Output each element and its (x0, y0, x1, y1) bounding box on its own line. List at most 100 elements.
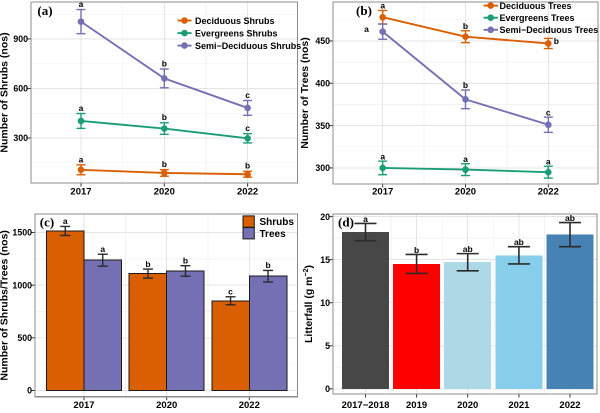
series-trees (83, 253, 288, 391)
y-tick-label: 20 (320, 212, 330, 222)
panel-b: 300 350 400 450 2017 2020 2022 Number of Trees … (299, 1, 599, 198)
y-tick-label: 1000 (12, 280, 32, 290)
panel-label: (c) (40, 215, 54, 230)
x-tick-label: 2017 (73, 400, 94, 411)
sig-letter: a (363, 214, 368, 224)
bar (546, 234, 594, 389)
sig-letter: b (183, 256, 188, 266)
panel-border (332, 213, 598, 395)
legend-label: Deciduous Shrubs (195, 16, 275, 26)
bar (83, 259, 122, 391)
legend-key-point (181, 17, 188, 24)
panel-a: 300 600 900 2017 2020 2022 Number of Shrubs (n… (0, 0, 301, 198)
y-tick-label: 300 (315, 163, 330, 173)
series-evergreens-shrubs (76, 112, 253, 144)
data-point (379, 164, 387, 172)
sig-letter: b (245, 161, 250, 171)
sig-letter: b (162, 159, 167, 169)
panel-border (30, 1, 299, 184)
sig-letter: b (463, 21, 468, 31)
legend-label: Shrubs (260, 217, 295, 228)
series-semi-deciduous-shrubs (76, 8, 253, 117)
sig-letter: c (245, 123, 250, 133)
sig-letter: b (162, 112, 167, 122)
data-point (161, 75, 168, 82)
x-tick-label: 2019 (406, 400, 427, 411)
series-deciduous-shrubs (76, 164, 253, 178)
data-point (244, 170, 251, 178)
y-tick-label: 1500 (12, 228, 32, 238)
x-tick-label: 2022 (237, 187, 258, 198)
legend-key-point (487, 2, 495, 9)
sig-letter: a (79, 103, 84, 113)
y-tick-label: 0 (325, 384, 330, 394)
y-axis-title: Litterfall (g m−2) (303, 265, 315, 343)
x-tick-label: 2021 (508, 400, 530, 411)
sig-letter: c (546, 107, 551, 117)
legend-key-swatch (242, 215, 255, 228)
panel-label: (d) (338, 215, 354, 230)
legend-key-point (181, 29, 188, 37)
legend-label: Evergreens Trees (500, 13, 575, 23)
panel-d: 0 5 10 15 20 2017−2018 2019 2020 2021 2022 Litterf… (303, 212, 598, 411)
legend-key-point (181, 42, 188, 49)
legend-label: Evergreens Shrubs (195, 28, 278, 38)
legend-key-point (487, 26, 495, 34)
sig-letter: a (380, 1, 385, 11)
data-point (244, 104, 251, 112)
y-tick-label: 350 (315, 121, 330, 131)
sig-letter: a (63, 216, 68, 226)
sig-letter: b (265, 260, 270, 270)
sig-letter: c (245, 90, 250, 100)
x-tick-label: 2020 (156, 400, 177, 411)
bar (46, 230, 85, 391)
sig-letter: a (79, 0, 84, 9)
sig-letter: a (546, 156, 551, 166)
legend-label: Deciduous Trees (500, 1, 572, 11)
y-axis-title: Number of Shrubs/Trees (nos) (0, 230, 11, 381)
y-tick-label: 500 (17, 333, 32, 343)
data-point (545, 40, 552, 47)
sig-letter: ab (463, 244, 473, 254)
x-tick-label: 2017 (70, 187, 91, 198)
panel-label: (a) (37, 3, 52, 18)
data-point (161, 169, 168, 177)
sig-letter: c (228, 287, 233, 297)
legend-label: Trees (260, 229, 287, 240)
y-tick-label: 600 (13, 84, 28, 94)
y-axis-title: Number of Trees (nos) (299, 37, 311, 148)
sig-letter: b (554, 36, 559, 46)
x-tick-label: 2022 (239, 400, 260, 411)
y-tick-label: 900 (13, 34, 28, 44)
y-tick-label: 10 (320, 298, 330, 308)
y-tick-label: 300 (13, 133, 28, 143)
data-point (462, 166, 469, 173)
y-tick-label: 450 (315, 36, 330, 46)
data-point (379, 13, 387, 21)
sig-letter: ab (514, 237, 524, 247)
data-point (244, 134, 251, 142)
sig-letter: b (162, 58, 167, 68)
data-point (77, 117, 85, 125)
y-tick-label: 0 (27, 386, 32, 396)
bar (211, 300, 250, 391)
panel-border (34, 213, 299, 398)
bar (495, 255, 543, 389)
y-tick-label: 400 (315, 78, 330, 88)
data-point (462, 96, 469, 103)
x-tick-label: 2020 (154, 187, 175, 198)
legend-label: Semi−Deciduous Trees (500, 25, 599, 35)
sig-letter: b (463, 80, 468, 90)
series-shrubs (46, 225, 250, 391)
x-tick-label: 2020 (457, 400, 478, 411)
legend-label: Semi−Deciduous Shrubs (195, 41, 301, 51)
sig-letter: a (100, 244, 105, 254)
bar (128, 273, 168, 391)
series-evergreens-trees (378, 160, 553, 179)
y-axis-title: Number of Shrubs (nos) (0, 32, 11, 152)
sig-letter: a (364, 24, 369, 34)
data-point (379, 28, 387, 35)
bar (342, 232, 389, 389)
